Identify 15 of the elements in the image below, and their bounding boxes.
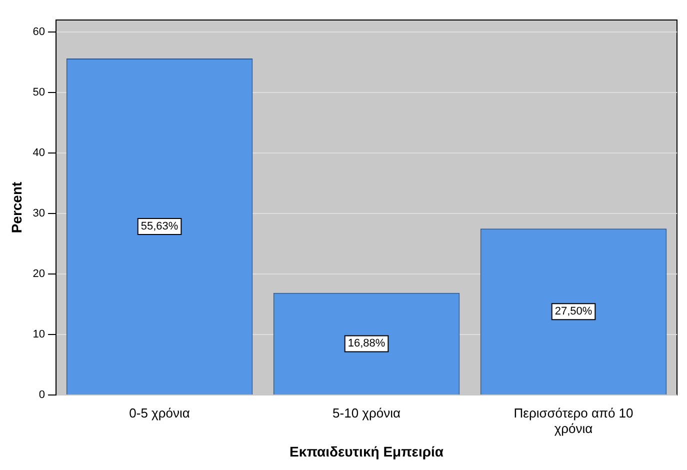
y-tick-label: 10 [32, 328, 46, 341]
y-axis-title: Percent [8, 181, 24, 234]
x-tick-label: Περισσότερο από 10 χρόνια [514, 405, 634, 436]
x-tick-label: 5-10 χρόνια [332, 405, 401, 420]
data-label: 55,63% [140, 220, 178, 233]
data-label: 16,88% [348, 338, 386, 350]
y-tick-label: 30 [32, 208, 46, 220]
y-tick-label: 0 [38, 389, 46, 402]
data-label: 27,50% [554, 306, 592, 318]
x-axis-title: Εκπαιδευτική Εμπειρία [290, 443, 444, 460]
x-tick-label: 0-5 χρόνια [129, 405, 190, 420]
y-tick-label: 40 [32, 147, 46, 160]
y-tick-label: 60 [32, 26, 46, 38]
y-tick-label: 20 [32, 268, 46, 280]
y-tick-label: 50 [32, 86, 46, 99]
